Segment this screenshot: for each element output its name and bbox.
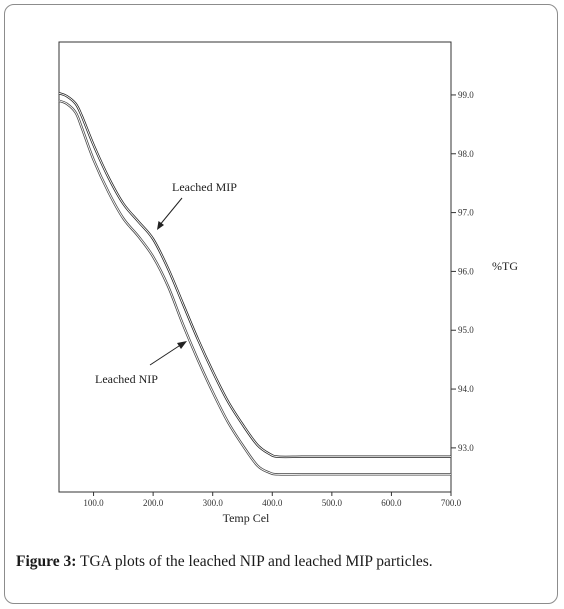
- y-tick-label: 98.0: [458, 149, 474, 159]
- y-tick-label: 95.0: [458, 325, 474, 335]
- annotation-arrowhead-mip: [157, 221, 164, 230]
- x-axis-ticks: 100.0 200.0 300.0 400.0 500.0 600.0 700.0: [83, 492, 462, 508]
- y-tick-label: 99.0: [458, 90, 474, 100]
- annotation-arrow-nip: [149, 343, 183, 366]
- plot-area-border: [58, 41, 452, 493]
- caption-label: Figure 3:: [16, 553, 77, 570]
- annotation-arrowhead-nip: [177, 341, 187, 349]
- x-tick-label: 500.0: [322, 498, 343, 508]
- y-tick-label: 94.0: [458, 384, 474, 394]
- annotation-arrow-mip: [158, 197, 183, 227]
- annotation-leached-nip: Leached NIP: [95, 372, 158, 386]
- x-tick-label: 100.0: [83, 498, 104, 508]
- x-tick-label: 300.0: [203, 498, 224, 508]
- x-tick-label: 700.0: [441, 498, 462, 508]
- y-axis-label: %TG: [492, 259, 518, 273]
- figure-caption: Figure 3: TGA plots of the leached NIP a…: [16, 553, 556, 571]
- series-line-leached-nip: [58, 100, 451, 475]
- caption-text: TGA plots of the leached NIP and leached…: [76, 553, 433, 570]
- x-tick-label: 600.0: [381, 498, 402, 508]
- y-tick-label: 96.0: [458, 266, 474, 276]
- series-line-leached-mip-outline: [58, 92, 451, 459]
- x-tick-label: 400.0: [262, 498, 283, 508]
- y-axis-ticks: 93.0 94.0 95.0 96.0 97.0 98.0 99.0: [451, 90, 474, 453]
- series-line-leached-mip: [58, 92, 451, 458]
- x-axis-label: Temp Cel: [223, 511, 270, 525]
- x-tick-label: 200.0: [143, 498, 164, 508]
- series-layer: [58, 92, 451, 476]
- figure-frame: [4, 4, 558, 604]
- y-tick-label: 93.0: [458, 443, 474, 453]
- annotation-leached-mip: Leached MIP: [172, 180, 237, 194]
- y-tick-label: 97.0: [458, 208, 474, 218]
- series-line-leached-nip-outline: [58, 99, 451, 476]
